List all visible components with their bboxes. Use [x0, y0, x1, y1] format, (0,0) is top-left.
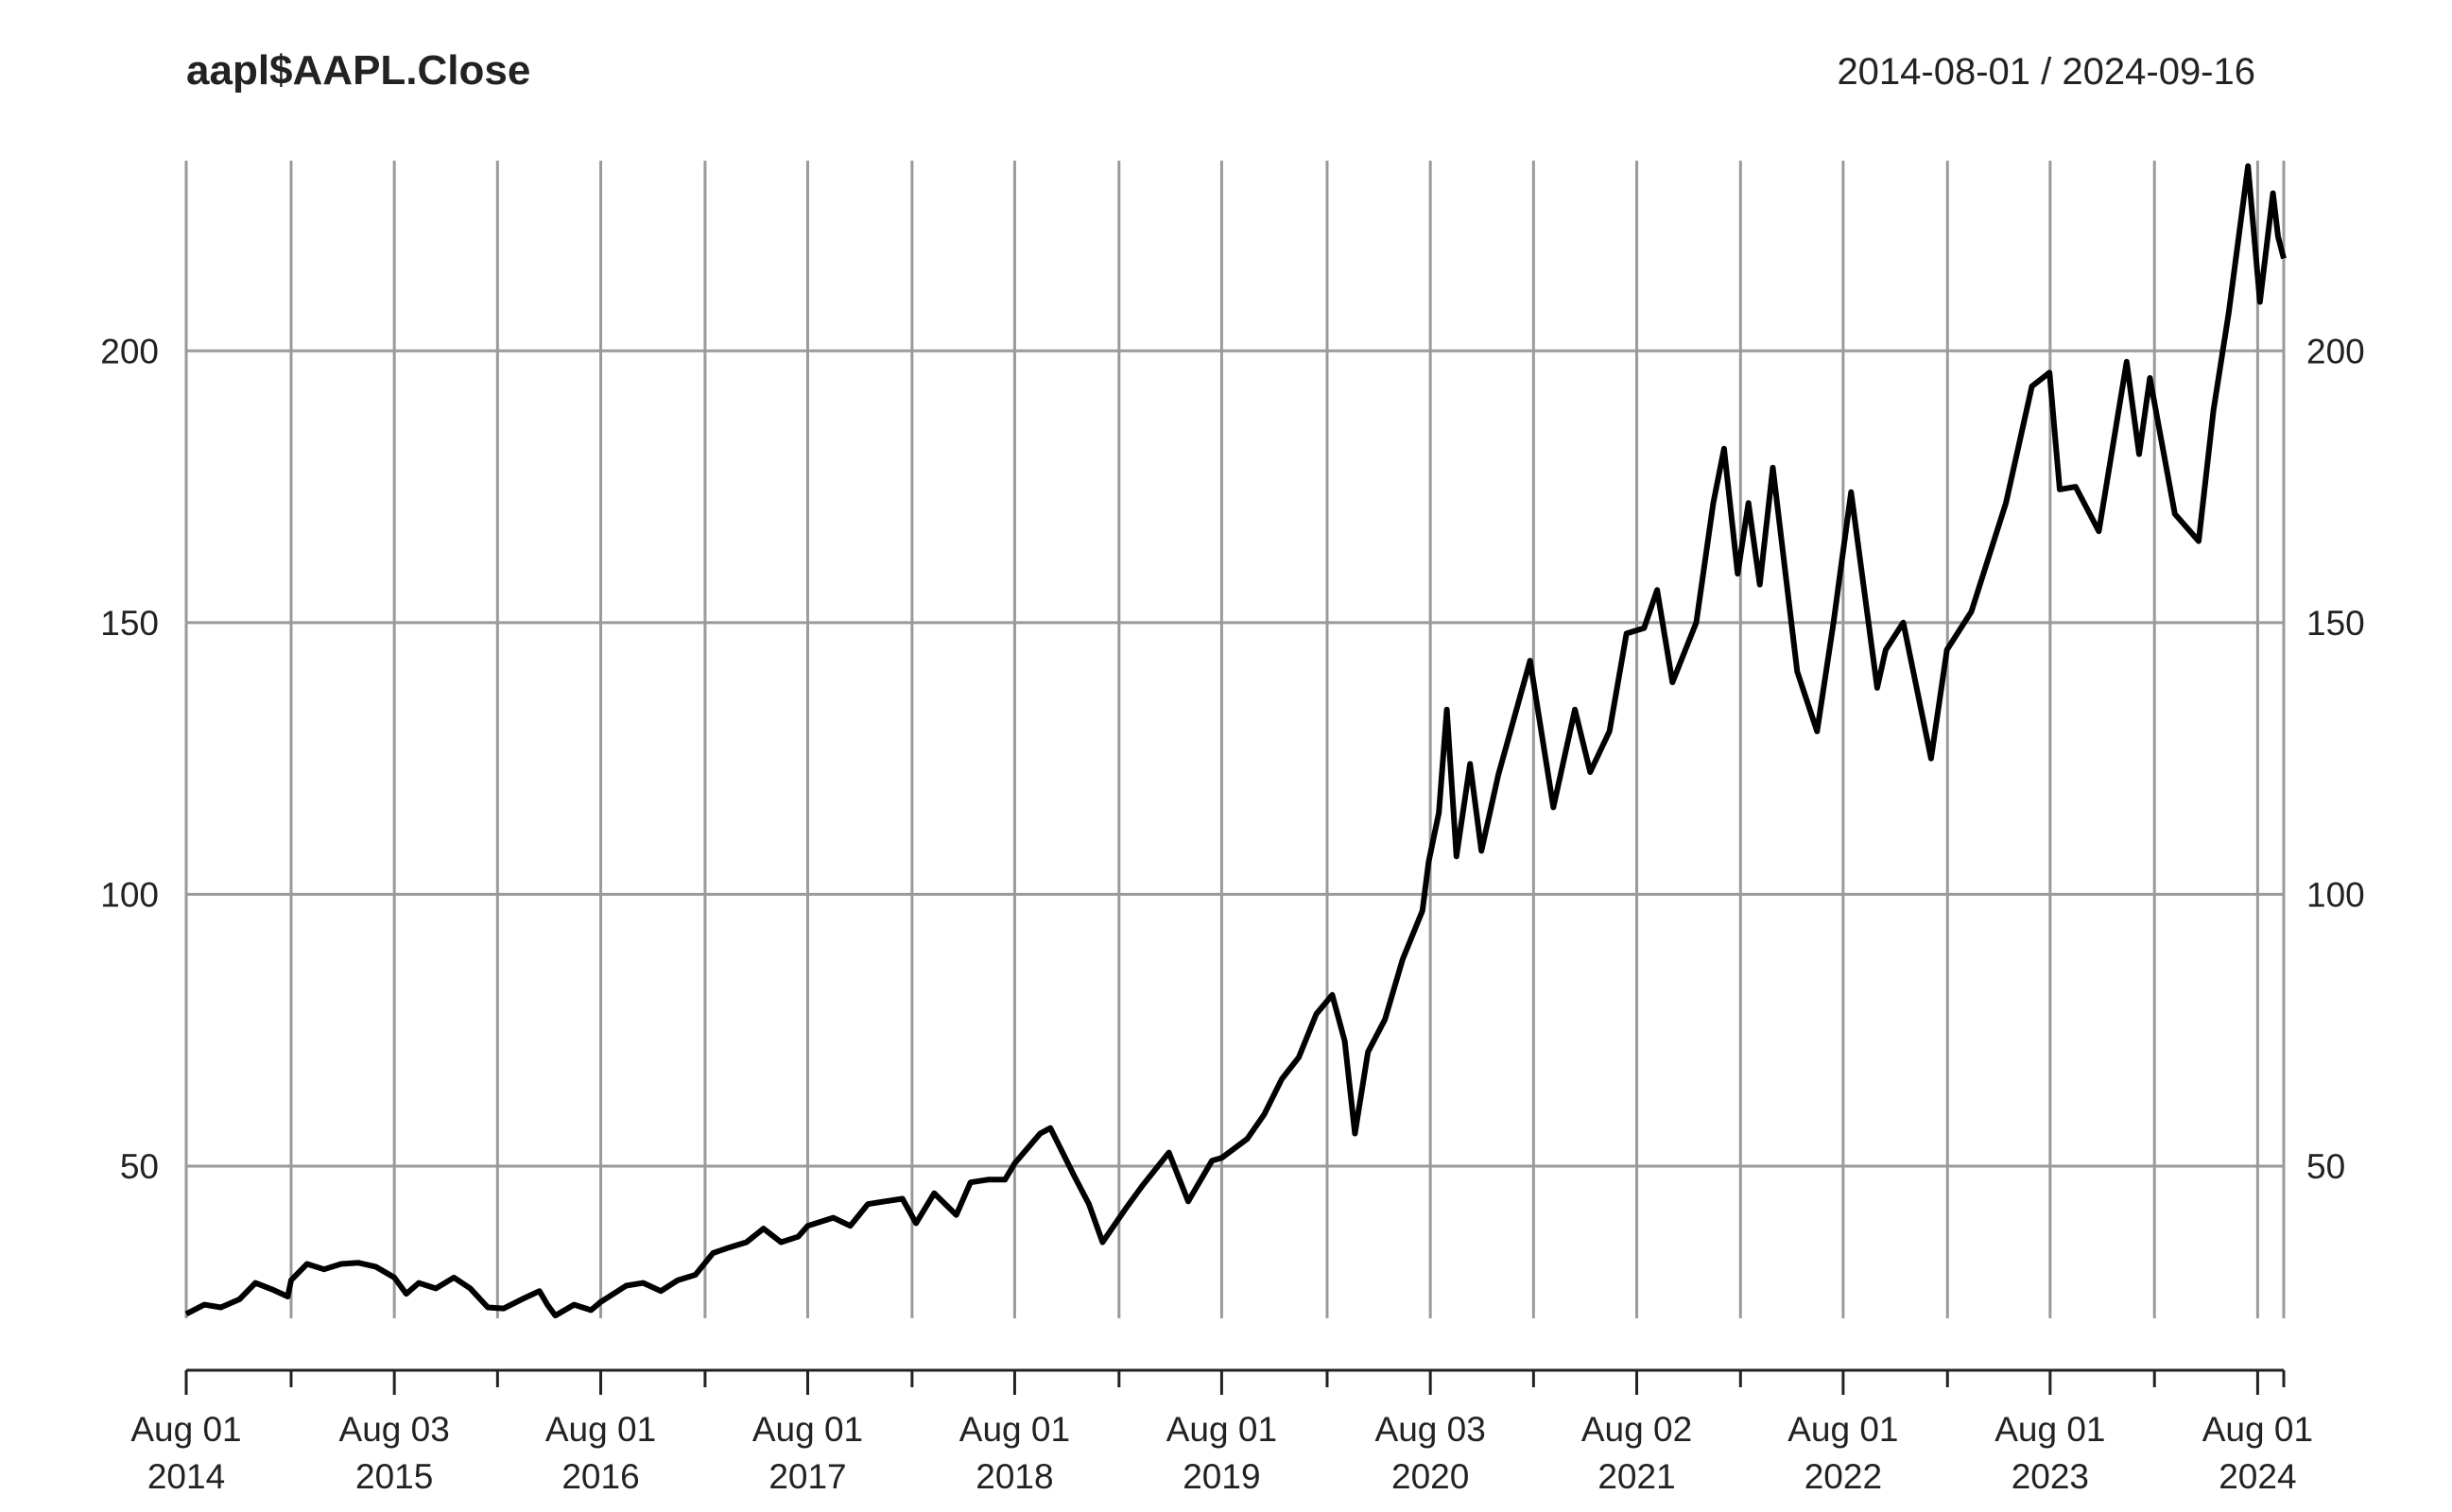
x-tick-label-top: Aug 01 [959, 1410, 1070, 1449]
x-tick-label-top: Aug 03 [1375, 1410, 1486, 1449]
x-tick-label-bottom: 2019 [1183, 1457, 1260, 1496]
y-tick-label-left: 50 [120, 1147, 159, 1186]
x-tick-label-top: Aug 01 [1166, 1410, 1277, 1449]
x-tick-label-bottom: 2020 [1391, 1457, 1469, 1496]
date-range-label: 2014-08-01 / 2024-09-16 [1837, 51, 2255, 93]
x-axis: Aug 01 2014 Aug 03 2015 Aug 01 2016 Aug 01 2017… [130, 1368, 2313, 1496]
x-tick-label-bottom: 2023 [2012, 1457, 2089, 1496]
x-tick-label-bottom: 2017 [768, 1457, 846, 1496]
y-tick-label-right: 150 [2306, 604, 2365, 643]
series-line [184, 163, 2287, 1319]
grid-layer [184, 161, 2286, 1318]
x-tick-label-top: Aug 02 [1581, 1410, 1692, 1449]
y-axis-labels: 50 50 100 100 150 150 200 200 [100, 332, 2364, 1186]
x-tick-label-top: Aug 01 [545, 1410, 656, 1449]
y-tick-label-left: 100 [100, 875, 159, 914]
y-tick-label-left: 150 [100, 604, 159, 643]
y-tick-label-right: 100 [2306, 875, 2365, 914]
y-tick-label-right: 200 [2306, 332, 2365, 370]
x-tick-label-bottom: 2016 [561, 1457, 639, 1496]
x-tick-label-bottom: 2022 [1804, 1457, 1882, 1496]
x-tick-label-bottom: 2018 [976, 1457, 1053, 1496]
chart-title: aapl$AAPL.Close [186, 47, 530, 94]
x-tick-label-top: Aug 03 [339, 1410, 450, 1449]
y-tick-label-right: 50 [2306, 1147, 2345, 1186]
x-tick-label-bottom: 2014 [147, 1457, 225, 1496]
x-tick-label-top: Aug 01 [130, 1410, 241, 1449]
x-tick-label-bottom: 2015 [355, 1457, 433, 1496]
x-tick-label-bottom: 2024 [2219, 1457, 2296, 1496]
x-tick-label-bottom: 2021 [1597, 1457, 1675, 1496]
y-tick-label-left: 200 [100, 332, 159, 370]
x-tick-label-top: Aug 01 [1787, 1410, 1898, 1449]
x-tick-label-top: Aug 01 [752, 1410, 863, 1449]
x-tick-label-top: Aug 01 [1994, 1410, 2105, 1449]
series-layer [184, 163, 2287, 1319]
x-tick-label-top: Aug 01 [2202, 1410, 2313, 1449]
